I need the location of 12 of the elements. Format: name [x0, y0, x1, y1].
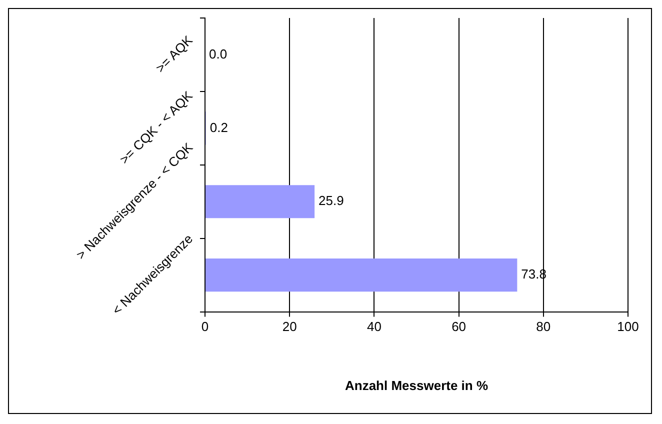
x-axis-title: Anzahl Messwerte in %: [344, 378, 488, 393]
x-tick-label: 0: [201, 319, 209, 334]
bar: [206, 185, 315, 218]
data-label: 25.9: [318, 193, 344, 208]
x-tick-label: 80: [536, 319, 551, 334]
data-label: 0.2: [210, 120, 228, 135]
x-tick-label: 40: [366, 319, 382, 334]
x-tick-label: 20: [282, 319, 297, 334]
x-tick-label: 100: [617, 319, 639, 334]
data-label: 0.0: [209, 46, 228, 62]
x-tick-label: 60: [452, 319, 466, 334]
bar: [206, 258, 518, 292]
